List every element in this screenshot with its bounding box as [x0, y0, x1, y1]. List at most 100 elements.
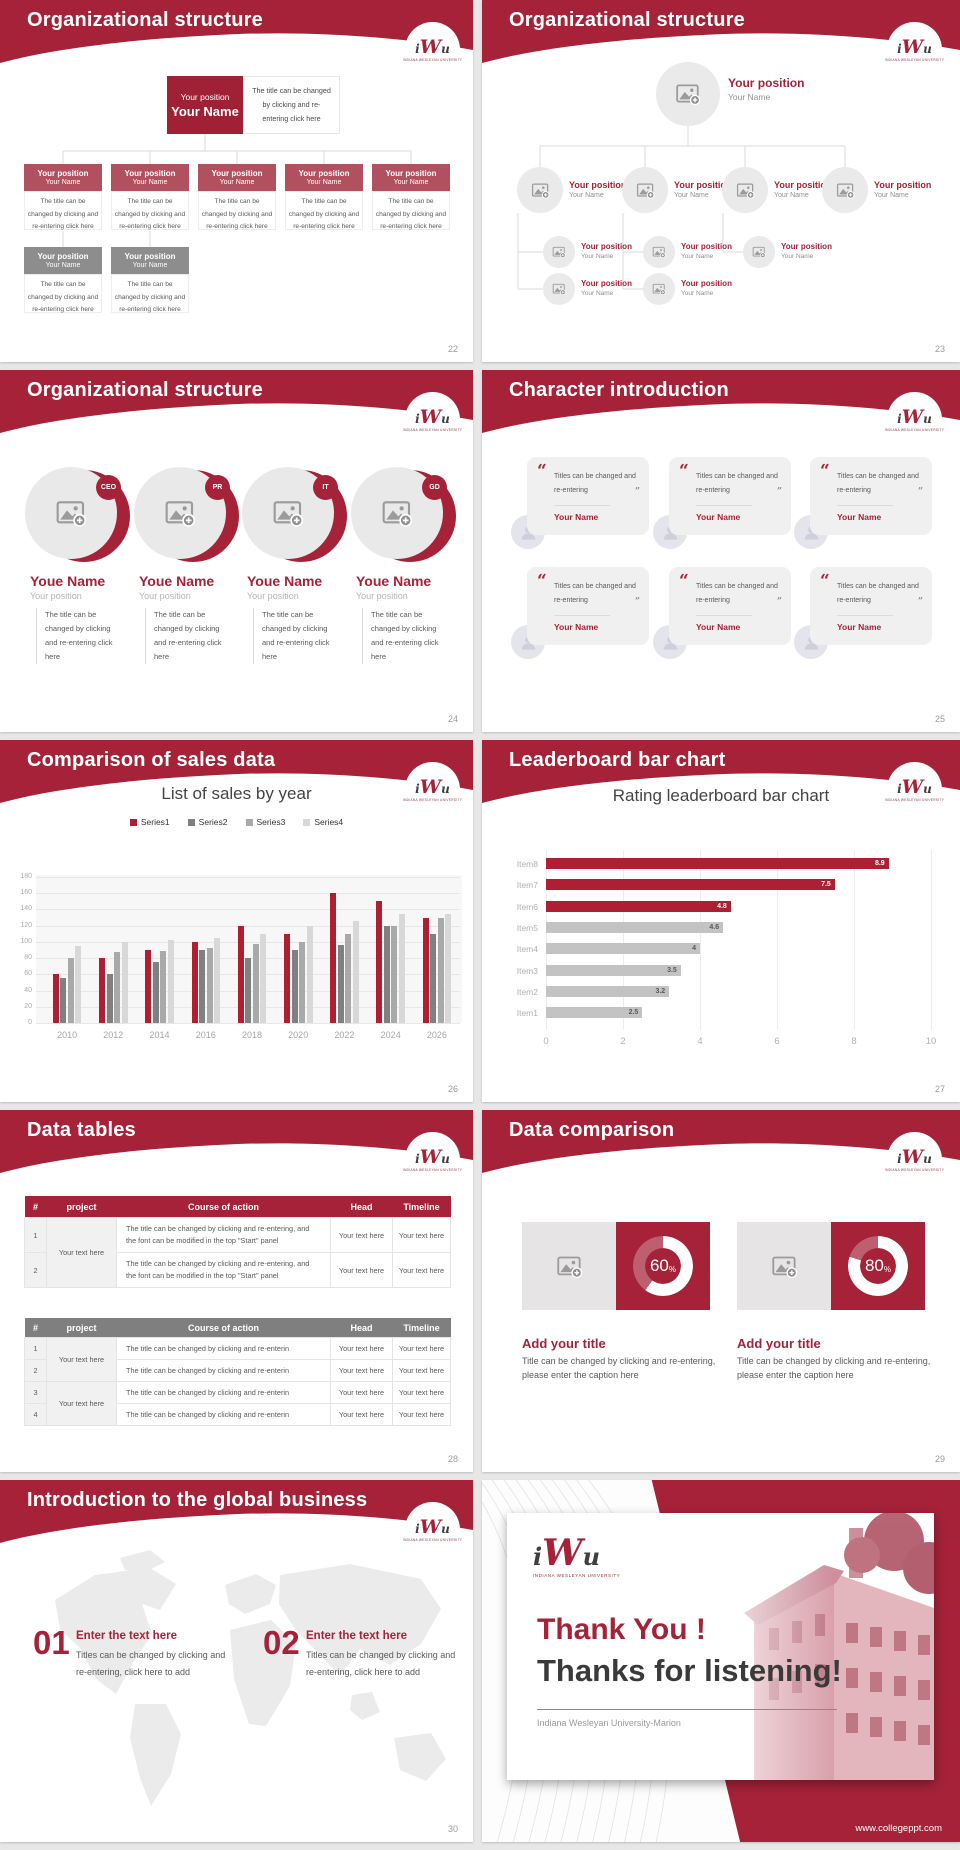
slide-22-organizational-structure[interactable]: Organizational structure iWu INDIANA WES… [0, 0, 473, 362]
slide-28-data-tables[interactable]: Data tables iWu INDIANA WESLEYAN UNIVERS… [0, 1110, 473, 1472]
org-node-label: Your position Your Name [774, 180, 831, 199]
bar-item7 [546, 879, 835, 891]
org-avatar[interactable] [743, 236, 775, 268]
quote-text: Titles can be changed and re-entering ” [554, 470, 640, 501]
website-url[interactable]: www.collegeppt.com [855, 1823, 942, 1834]
member-description: The title can be changed by clicking and… [145, 608, 234, 664]
page-number: 23 [934, 344, 945, 354]
quote-card[interactable]: “ Titles can be changed and re-entering ”… [669, 457, 791, 535]
timeline-cell: Your text here [392, 1403, 451, 1426]
page-number: 30 [447, 1824, 458, 1834]
course-of-action-cell: The title can be changed by clicking and… [116, 1337, 331, 1360]
org-avatar[interactable] [643, 273, 675, 305]
open-quote-icon: “ [537, 461, 547, 481]
org-avatar[interactable] [643, 236, 675, 268]
role-badge: IT [313, 475, 338, 500]
org-root-avatar[interactable] [656, 62, 720, 126]
open-quote-icon: “ [679, 461, 689, 481]
gridline [623, 850, 624, 1030]
bar-value-label: 8.9 [874, 860, 885, 867]
bar-series1 [284, 933, 290, 1023]
iwu-logo-subtext: INDIANA WESLEYAN UNIVERSITY [884, 797, 945, 802]
slide-30-introduction-global-business[interactable]: Introduction to the global business iWu … [0, 1480, 473, 1842]
page-number: 27 [934, 1084, 945, 1094]
connector-lines [517, 126, 846, 290]
donut-ring [633, 1236, 693, 1296]
x-axis-tick-label: 6 [774, 1036, 780, 1047]
y-axis-tick-label: 0 [28, 1019, 32, 1026]
org-node[interactable]: Your position Your Name The title can be c… [24, 247, 102, 313]
comparison-card[interactable]: 80% [737, 1222, 925, 1310]
org-node[interactable]: Your position Your Name The title can be c… [111, 247, 189, 313]
team-member: CEO Youe Name Your position The title can b… [17, 467, 130, 697]
org-node-caption: The title can be changed by clicking and… [285, 191, 363, 230]
org-node-name: Your Name [774, 192, 809, 199]
org-avatar[interactable] [543, 236, 575, 268]
column-header: # [24, 1196, 47, 1218]
slide-23-organizational-structure[interactable]: Organizational structure iWu INDIANA WES… [482, 0, 960, 362]
table-row: 4 The title can be changed by clicking an… [24, 1403, 451, 1426]
slide-25-character-introduction[interactable]: Character introduction iWu INDIANA WESLE… [482, 370, 960, 732]
quote-card[interactable]: “ Titles can be changed and re-entering ”… [669, 567, 791, 645]
org-node-position: Your position [211, 169, 263, 178]
bar-series4 [352, 920, 359, 1023]
org-node-name: Your Name [874, 192, 909, 199]
header-wave-shape [482, 1110, 960, 1173]
quote-card[interactable]: “ Titles can be changed and re-entering ”… [810, 567, 932, 645]
member-position: Your position [356, 591, 408, 601]
quote-card[interactable]: “ Titles can be changed and re-entering ”… [527, 567, 649, 645]
quote-card[interactable]: “ Titles can be changed and re-entering ”… [527, 457, 649, 535]
avatar-placeholder[interactable] [242, 467, 334, 559]
header-wave-shape [0, 740, 473, 803]
table-row: 2 The title can be changed by clicking an… [24, 1359, 451, 1382]
slide-thank-you[interactable]: iWu INDIANA WESLEYAN UNIVERSITY Thank Yo… [482, 1480, 960, 1842]
org-avatar[interactable] [517, 167, 563, 213]
column-header: Course of action [116, 1318, 331, 1338]
slide-26-comparison-of-sales-data[interactable]: Comparison of sales data iWu INDIANA WES… [0, 740, 473, 1102]
org-node[interactable]: Your position Your Name The title can be c… [111, 164, 189, 230]
slide-title: Data comparison [509, 1119, 675, 1141]
head-cell: Your text here [330, 1381, 393, 1404]
legend-swatch [187, 818, 195, 826]
iwu-logo-subtext: INDIANA WESLEYAN UNIVERSITY [884, 427, 945, 432]
bar-series1 [376, 901, 383, 1023]
slide-24-organizational-structure[interactable]: Organizational structure iWu INDIANA WES… [0, 370, 473, 732]
org-node[interactable]: Your position Your Name The title can be c… [24, 164, 102, 230]
category-label: Item1 [516, 1008, 538, 1019]
org-root-note: The title can be changed by clicking and… [243, 76, 340, 134]
image-placeholder[interactable] [737, 1222, 831, 1310]
org-avatar[interactable] [622, 167, 668, 213]
org-node[interactable]: Your position Your Name The title can be c… [198, 164, 276, 230]
org-root-label: Your position Your Name [728, 76, 805, 102]
org-avatar[interactable] [543, 273, 575, 305]
row-number-cell: 4 [24, 1403, 47, 1426]
org-root-node[interactable]: Your position Your Name [167, 76, 243, 134]
quote-card[interactable]: “ Titles can be changed and re-entering ”… [810, 457, 932, 535]
org-avatar[interactable] [822, 167, 868, 213]
iwu-logo: iWu [415, 775, 450, 798]
bar-item8 [546, 858, 889, 869]
org-node-name: Your Name [306, 179, 342, 186]
bar-item2 [546, 985, 670, 997]
org-node-position: Your position [37, 252, 89, 261]
org-node[interactable]: Your position Your Name The title can be c… [285, 164, 363, 230]
image-placeholder[interactable] [522, 1222, 616, 1310]
slide-29-data-comparison[interactable]: Data comparison iWu INDIANA WESLEYAN UNI… [482, 1110, 960, 1472]
comparison-card[interactable]: 60% [522, 1222, 710, 1310]
iwu-logo-subtext: INDIANA WESLEYAN UNIVERSITY [402, 1537, 463, 1542]
iwu-logo: iWu [415, 1145, 450, 1168]
bar-series2 [245, 958, 252, 1023]
slide-27-leaderboard-bar-chart[interactable]: Leaderboard bar chart iWu INDIANA WESLEY… [482, 740, 960, 1102]
root-name: Your Name [171, 103, 239, 119]
gridline [777, 850, 778, 1030]
category-label: Item6 [516, 901, 538, 912]
data-table: # project Course of action Head Timeline 1 You… [24, 1318, 451, 1426]
org-node[interactable]: Your position Your Name The title can be c… [372, 164, 450, 230]
y-axis-tick-label: 20 [24, 1002, 32, 1010]
member-name: Youe Name [30, 573, 106, 589]
bar-series2 [199, 950, 205, 1023]
org-node-label: Your position Your Name [681, 279, 732, 297]
column-header: Course of action [116, 1196, 331, 1218]
x-axis-tick-label: 10 [925, 1036, 937, 1047]
org-avatar[interactable] [722, 167, 768, 213]
